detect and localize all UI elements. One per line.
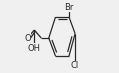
Text: Br: Br: [64, 2, 74, 12]
Text: OH: OH: [28, 44, 41, 53]
Text: O: O: [24, 34, 31, 43]
Text: Cl: Cl: [71, 61, 79, 71]
